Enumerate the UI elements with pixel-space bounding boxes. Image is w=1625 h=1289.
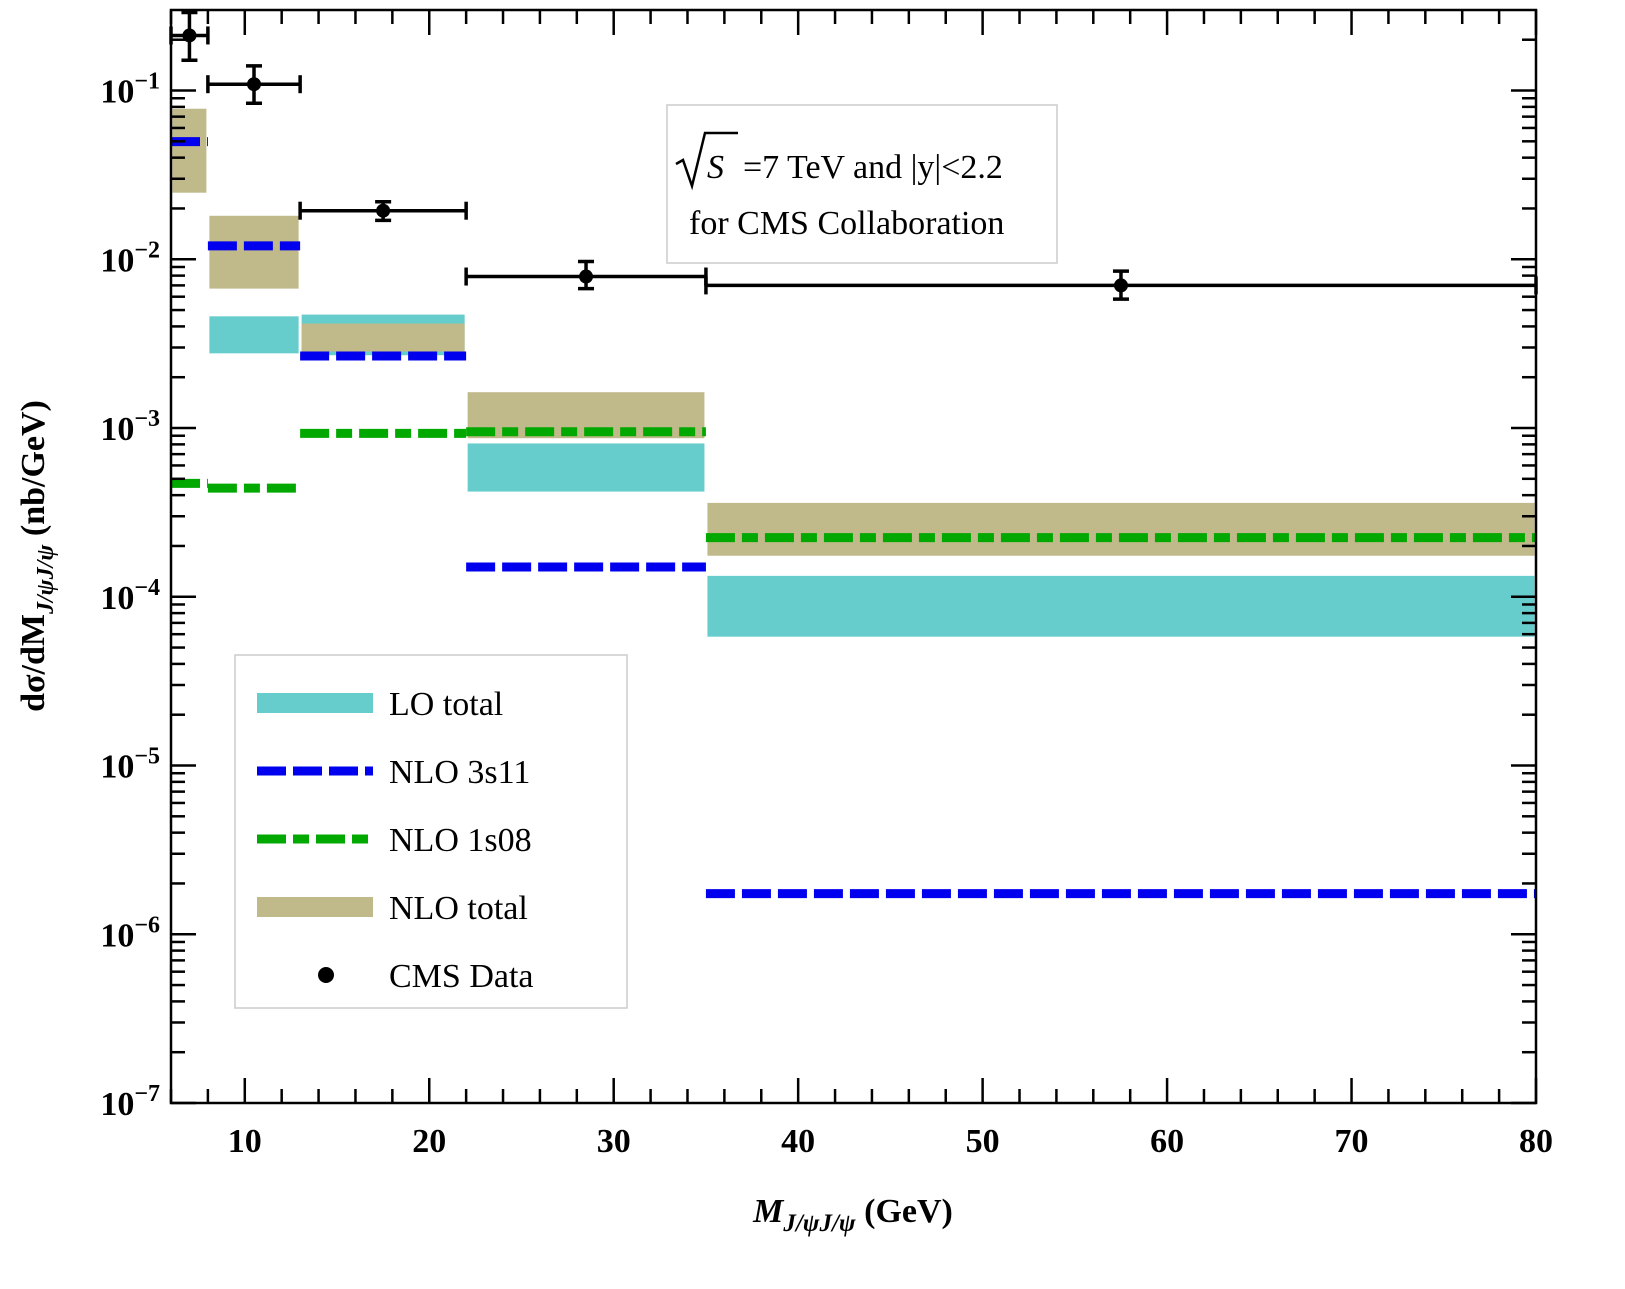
x-tick-label: 10	[228, 1123, 262, 1160]
band-nlo-total	[209, 215, 299, 289]
x-tick-label: 40	[781, 1123, 815, 1160]
y-tick-label: 10−3	[100, 406, 160, 448]
plot-frame	[169, 8, 1538, 1105]
legend-swatch	[257, 693, 373, 713]
y-tick-label: 10−2	[100, 237, 160, 279]
y-tick-label: 10−1	[100, 69, 160, 111]
legend-label: CMS Data	[389, 958, 534, 995]
x-axis-label: MJ/ψJ/ψ (GeV)	[752, 1193, 953, 1237]
axis-ticks	[169, 10, 1538, 1105]
y-tick-labels: 10−1 10−2 10−3 10−4 10−5 10−6 10−7	[100, 69, 160, 1123]
sqrt-symbol	[675, 131, 738, 191]
annotation-symbol: S	[707, 149, 724, 186]
y-tick-label: 10−7	[100, 1081, 160, 1123]
legend-label: NLO 3s11	[389, 754, 530, 791]
band-lo-total	[707, 575, 1535, 637]
band-nlo-total	[172, 108, 207, 193]
legend-label: NLO 1s08	[389, 822, 532, 859]
band-nlo-total	[707, 502, 1535, 556]
data-point	[247, 77, 262, 92]
legend: LO total NLO 3s11 NLO 1s08 NLO total CMS Dat…	[234, 654, 628, 1009]
legend-label: NLO total	[389, 890, 528, 927]
x-tick-label: 70	[1335, 1123, 1369, 1160]
legend-label: LO total	[389, 686, 503, 723]
y-axis-label: dσ/dMJ/ψJ/ψ (nb/GeV)	[15, 400, 59, 712]
x-tick-label: 20	[412, 1123, 446, 1160]
annotation-box: S =7 TeV and |y|<2.2 for CMS Collaborati…	[666, 104, 1058, 264]
x-tick-label: 80	[1519, 1123, 1553, 1160]
band-nlo-total	[301, 323, 465, 352]
data-point	[182, 28, 197, 43]
annotation-line2: for CMS Collaboration	[689, 205, 1004, 242]
lines-layer	[171, 137, 1536, 899]
legend-marker	[318, 967, 334, 983]
data-point	[376, 203, 391, 218]
y-tick-label: 10−5	[100, 744, 160, 786]
band-lo-total	[467, 443, 705, 492]
x-tick-labels: 10 20 30 40 50 60 70 80	[228, 1123, 1553, 1160]
annotation-line1: =7 TeV and |y|<2.2	[743, 149, 1003, 186]
band-lo-total	[209, 316, 299, 354]
legend-swatch	[257, 897, 373, 917]
y-tick-label: 10−6	[100, 912, 160, 954]
data-points-layer	[169, 10, 1538, 301]
data-point	[1113, 278, 1128, 293]
x-tick-label: 50	[966, 1123, 1000, 1160]
y-tick-label: 10−4	[100, 575, 160, 617]
x-tick-label: 60	[1150, 1123, 1184, 1160]
data-point	[579, 269, 594, 284]
x-tick-label: 30	[597, 1123, 631, 1160]
